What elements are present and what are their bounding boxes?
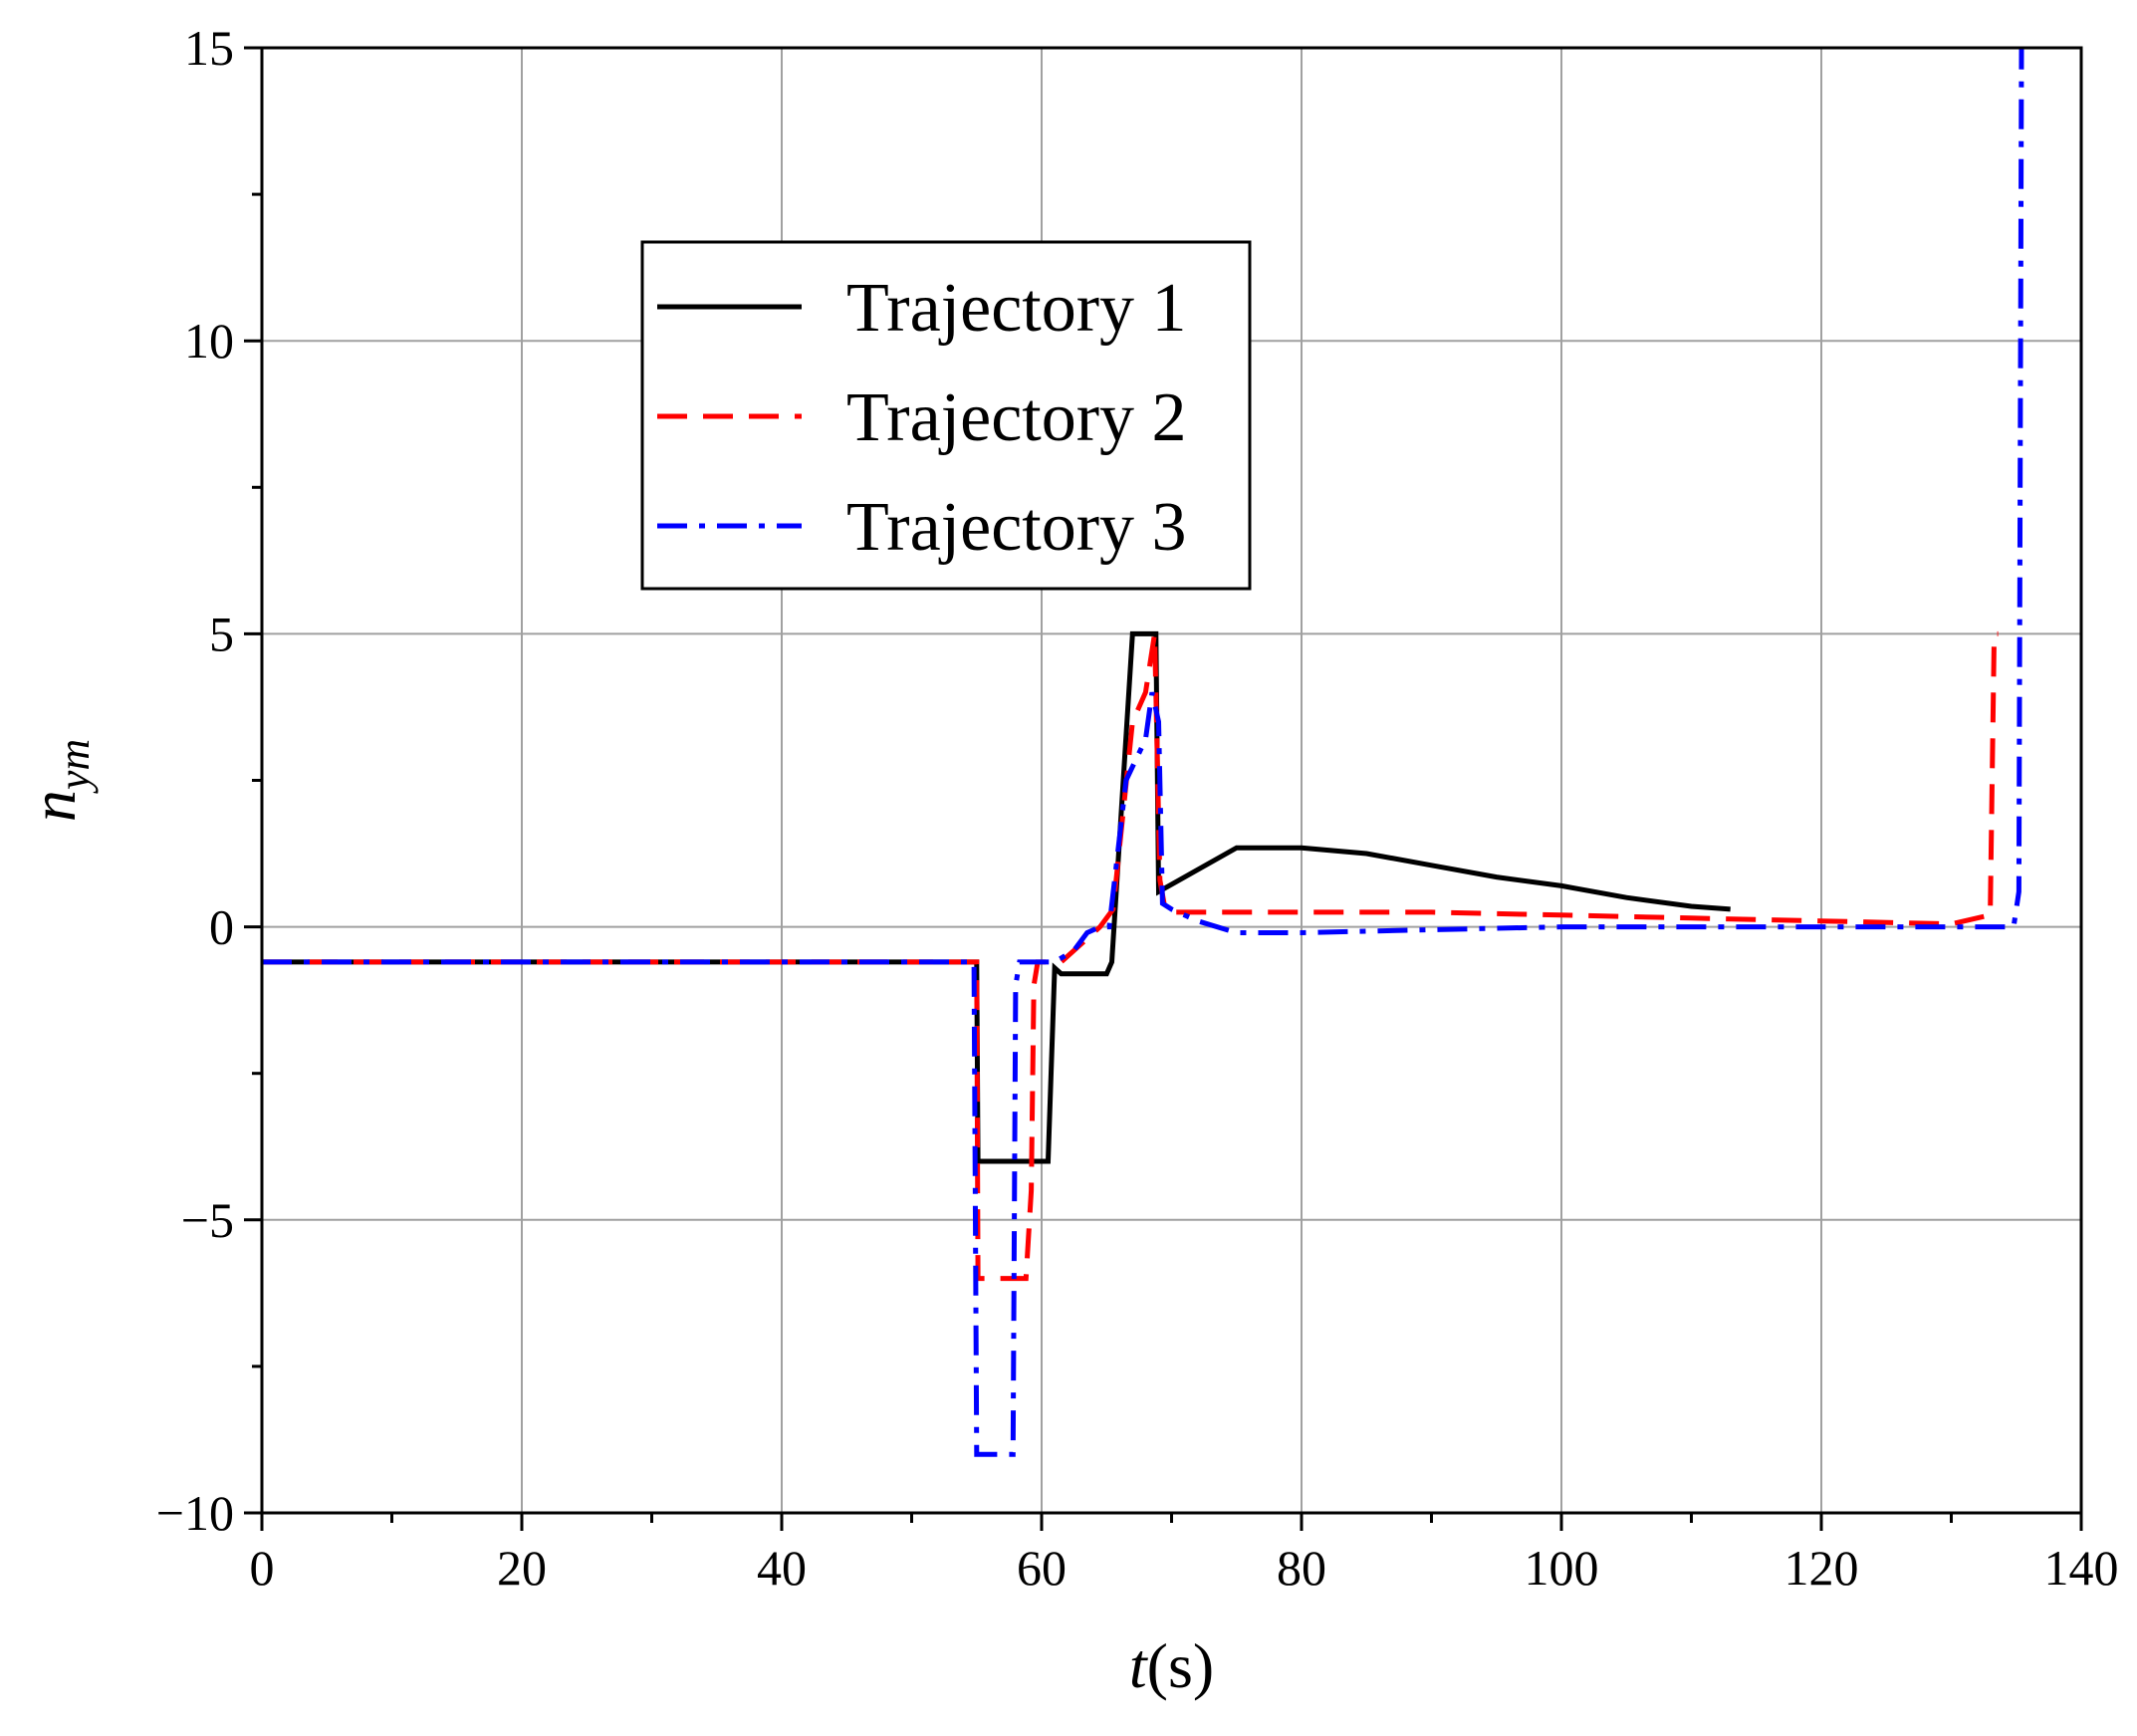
tick-labels: 0 20 40 60 80 100 120 140 −10 −5 0 5 10 15 xyxy=(156,20,2119,1596)
y-tick-label: 10 xyxy=(184,313,234,369)
x-tick-label: 40 xyxy=(757,1540,807,1596)
x-tick-label: 100 xyxy=(1525,1540,1599,1596)
y-axis-variable: n xyxy=(18,790,89,822)
x-tick-label: 120 xyxy=(1784,1540,1859,1596)
y-axis-subscript: ym xyxy=(50,739,99,794)
legend-box xyxy=(640,240,1252,591)
y-tick-label: 5 xyxy=(209,606,234,661)
y-tick-label: 0 xyxy=(209,899,234,955)
series-line-3 xyxy=(262,47,2024,1457)
x-tick-label: 0 xyxy=(250,1540,275,1596)
legend-label-3: Trajectory 3 xyxy=(846,489,1187,566)
legend-label-1: Trajectory 1 xyxy=(846,270,1187,347)
x-tick-label: 80 xyxy=(1277,1540,1326,1596)
x-tick-label: 20 xyxy=(497,1540,547,1596)
series-line-2 xyxy=(262,630,1999,1282)
x-axis-unit: (s) xyxy=(1147,1630,1215,1701)
y-tick-label: −10 xyxy=(156,1485,234,1541)
x-axis-label: t(s) xyxy=(1129,1630,1214,1701)
legend: Trajectory 1 Trajectory 2 Trajectory 3 xyxy=(640,240,1252,591)
x-tick-label: 60 xyxy=(1017,1540,1067,1596)
axis-ticks xyxy=(244,46,2083,1531)
y-tick-label: 15 xyxy=(184,20,234,76)
series-line-1 xyxy=(262,630,1731,1164)
y-axis-label: nym xyxy=(18,739,99,822)
x-tick-label: 140 xyxy=(2044,1540,2119,1596)
legend-label-2: Trajectory 2 xyxy=(846,379,1187,456)
x-axis-variable: t xyxy=(1129,1630,1149,1701)
y-tick-label: −5 xyxy=(181,1192,234,1248)
series-lines xyxy=(262,47,2024,1457)
